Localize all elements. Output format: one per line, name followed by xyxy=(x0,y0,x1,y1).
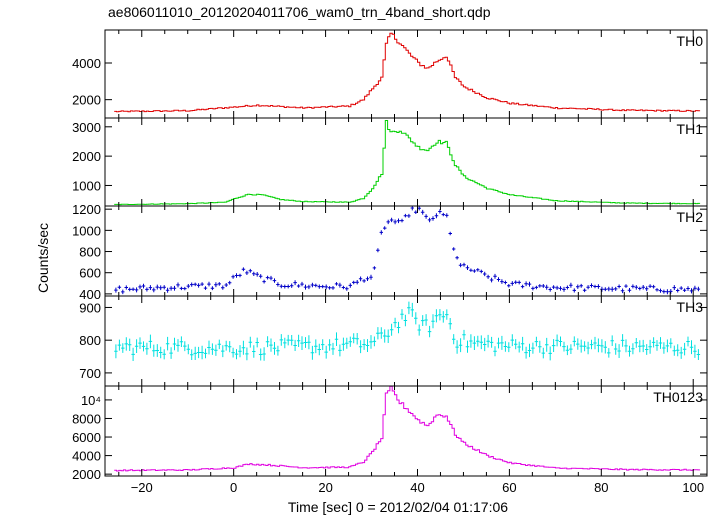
y-tick-label: 900 xyxy=(79,300,101,315)
panel-label-th3: TH3 xyxy=(677,299,704,315)
y-tick-label: 2000 xyxy=(72,93,101,108)
y-tick-label: 1000 xyxy=(72,178,101,193)
panel-th1: 1000 2000 3000 TH1 xyxy=(72,117,708,207)
y-tick-label: 4000 xyxy=(72,449,101,464)
series-line-th0123 xyxy=(114,386,701,472)
panel-label-th0: TH0 xyxy=(677,33,704,49)
x-tick-labels: −20 0 20 40 60 80 100 xyxy=(131,480,704,495)
y-tick-label: 700 xyxy=(79,366,101,381)
panel-label-th2: TH2 xyxy=(677,209,704,225)
y-tick-label: 800 xyxy=(79,333,101,348)
x-tick-label: 80 xyxy=(594,480,608,495)
series-line-th1 xyxy=(114,120,701,206)
series-bins-th2 xyxy=(114,207,701,293)
y-tick-label: 800 xyxy=(79,245,101,260)
series-th1 xyxy=(114,120,701,206)
panel-frame xyxy=(104,385,708,477)
panel-th2: 400 600 800 1000 1200 TH2 xyxy=(72,202,708,302)
series-line-th0 xyxy=(114,32,701,113)
panel-th0: 2000 4000 TH0 xyxy=(72,29,708,119)
panel-label-th0123: TH0123 xyxy=(653,389,703,405)
series-th0 xyxy=(114,32,701,113)
x-tick-label: 20 xyxy=(318,480,332,495)
y-tick-label: 400 xyxy=(79,287,101,302)
series-errorbars-th3 xyxy=(115,301,699,361)
panel-th0123: 2000 4000 6000 8000 10⁴ TH0123 xyxy=(72,385,708,482)
x-axis-title: Time [sec] 0 = 2012/02/04 01:17:06 xyxy=(288,499,508,515)
y-tick-label: 3000 xyxy=(72,120,101,135)
x-tick-label: 0 xyxy=(230,480,237,495)
panel-frame xyxy=(104,205,708,297)
y-tick-label: 4000 xyxy=(72,56,101,71)
x-tick-label: 60 xyxy=(502,480,516,495)
y-axis-title: Counts/sec xyxy=(35,223,51,293)
panel-frame xyxy=(104,117,708,207)
x-tick-label: 100 xyxy=(682,480,704,495)
y-tick-label: 1000 xyxy=(72,223,101,238)
y-tick-label: 10⁴ xyxy=(81,393,101,408)
panel-frame xyxy=(104,295,708,387)
y-tick-label: 2000 xyxy=(72,149,101,164)
y-tick-label: 600 xyxy=(79,266,101,281)
panel-frame xyxy=(104,29,708,119)
series-errorbars-th2 xyxy=(115,206,699,295)
panel-th3: 700 800 900 TH3 xyxy=(79,295,708,387)
chart-title: ae806011010_20120204011706_wam0_trn_4ban… xyxy=(108,4,491,20)
y-tick-label: 8000 xyxy=(72,411,101,426)
series-th0123 xyxy=(114,386,701,472)
x-tick-label: −20 xyxy=(131,480,153,495)
panel-label-th1: TH1 xyxy=(677,121,704,137)
series-th3 xyxy=(114,301,701,361)
y-tick-label: 1200 xyxy=(72,202,101,217)
series-th2 xyxy=(114,206,701,295)
y-tick-label: 6000 xyxy=(72,430,101,445)
x-tick-label: 40 xyxy=(410,480,424,495)
y-tick-label: 2000 xyxy=(72,467,101,482)
